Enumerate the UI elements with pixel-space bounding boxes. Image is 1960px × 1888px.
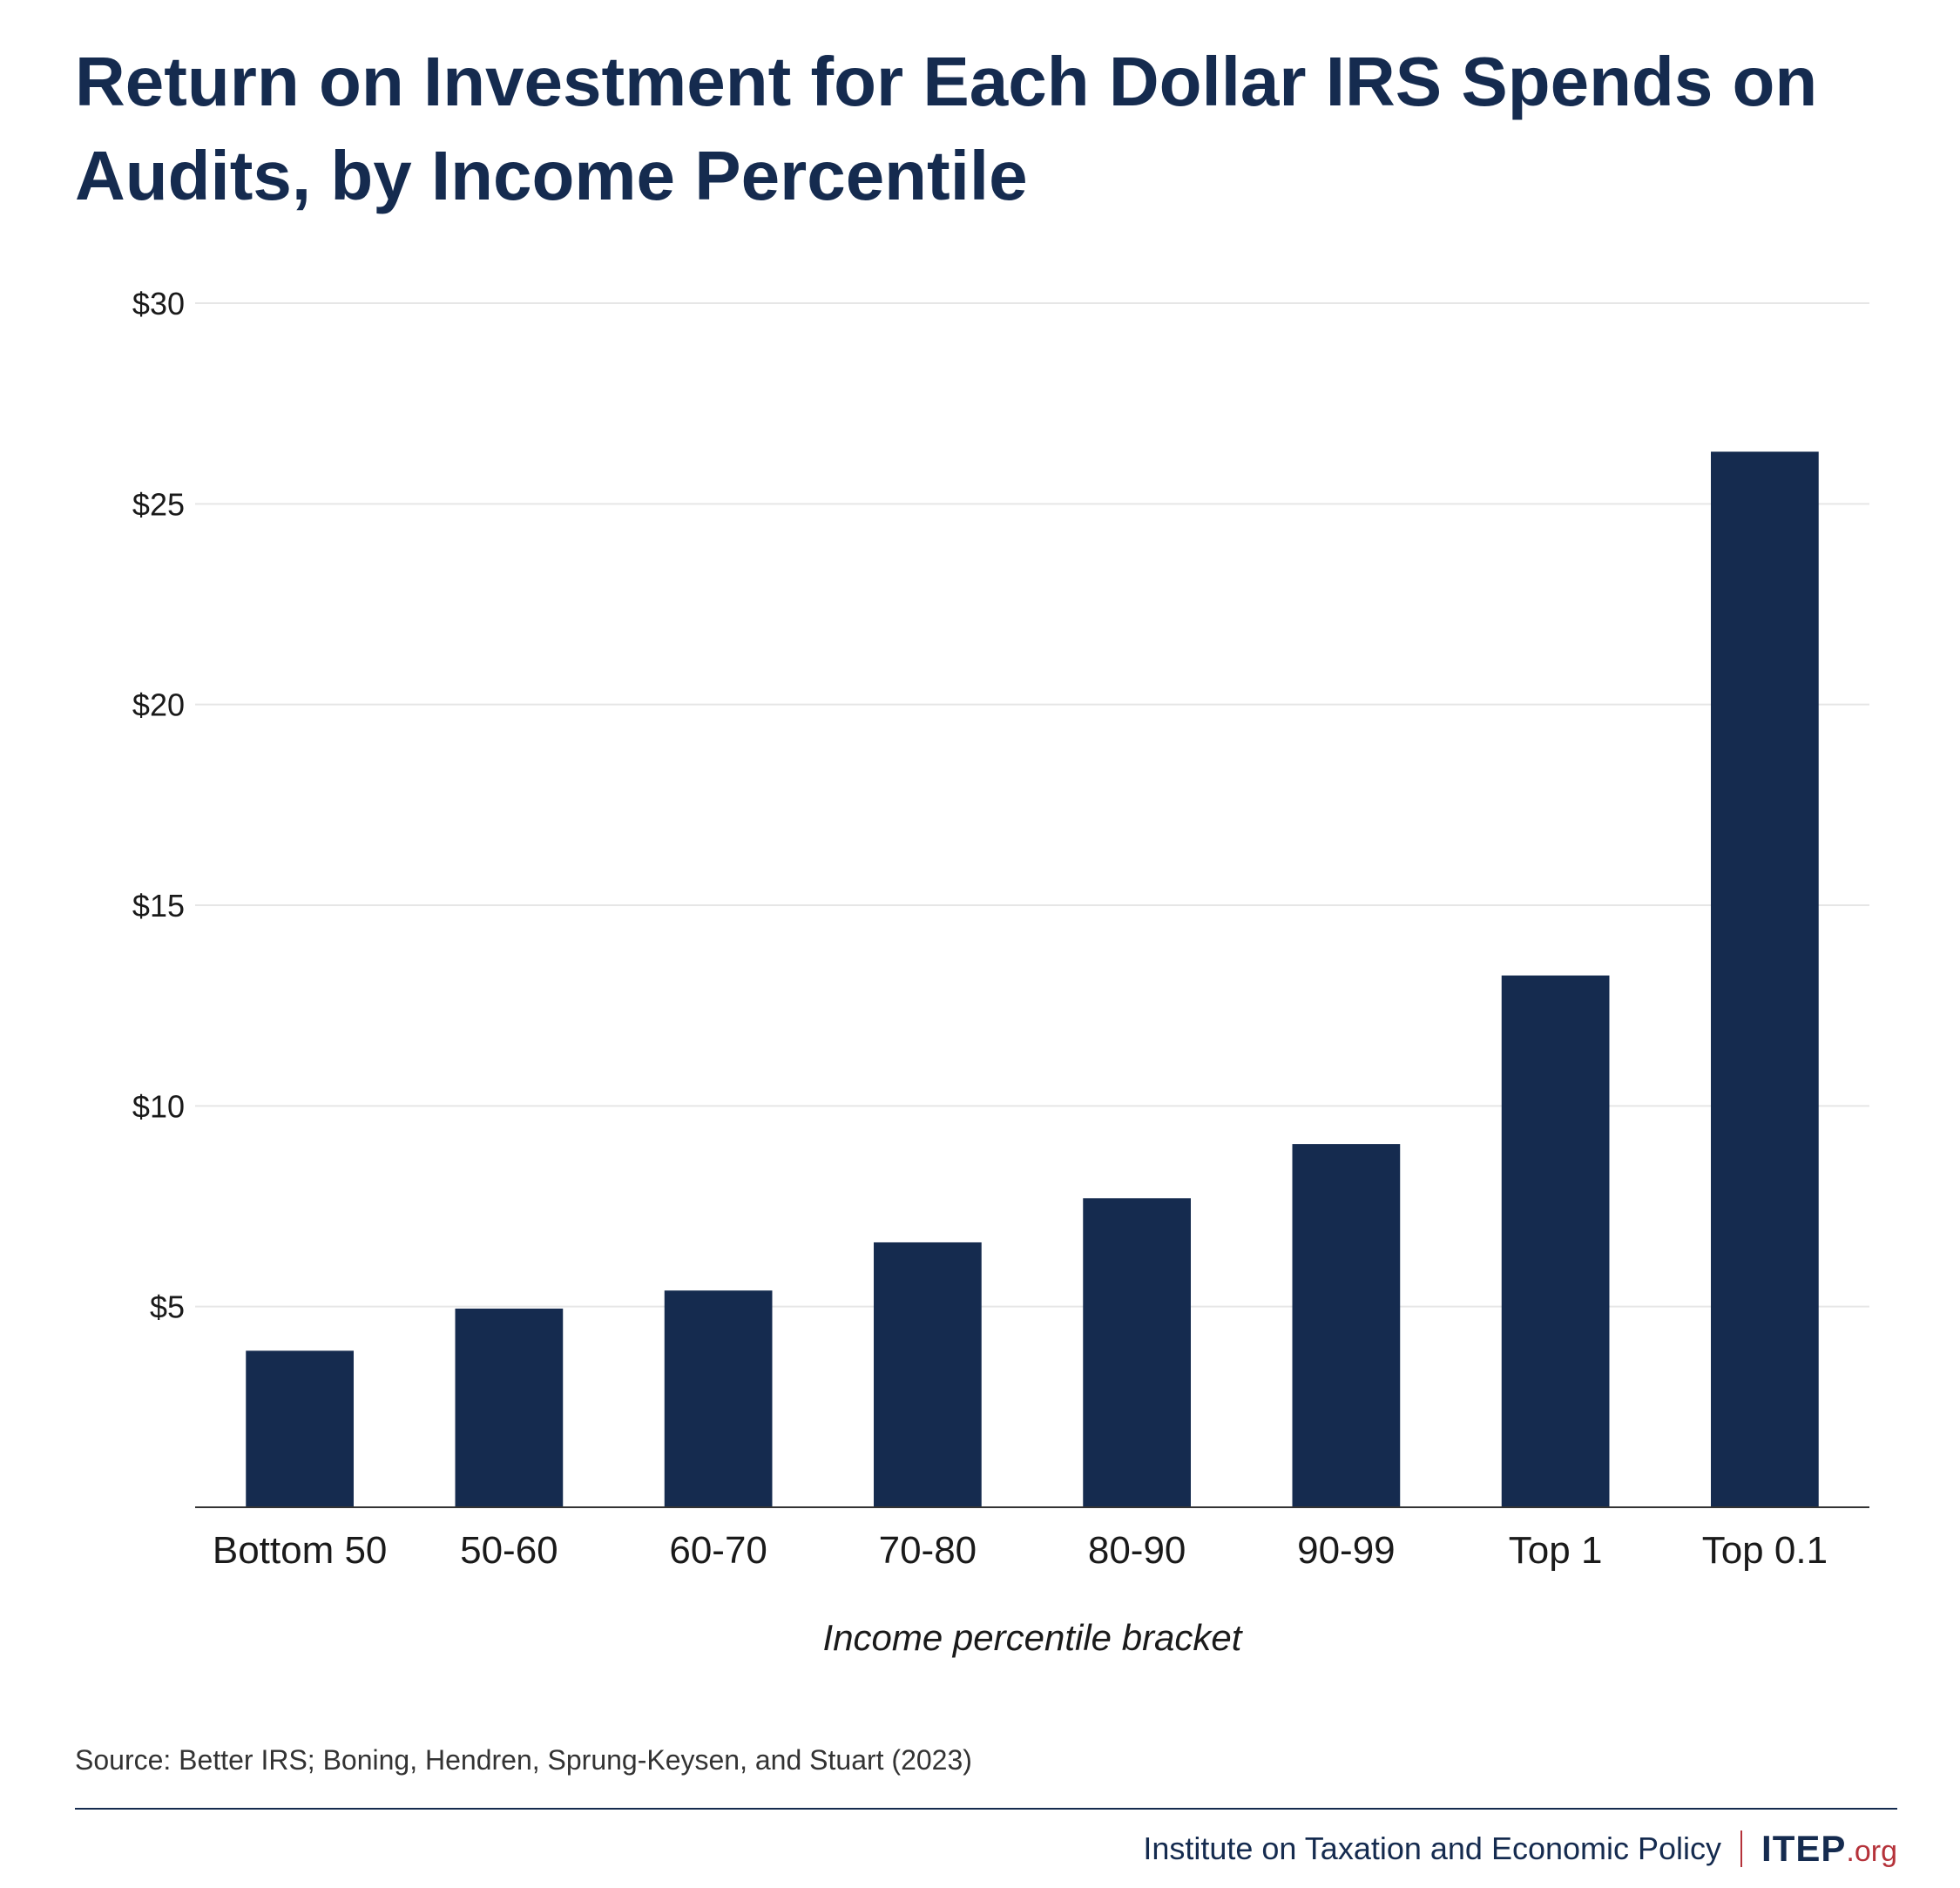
x-tick-label: 50-60 — [460, 1529, 558, 1572]
bar — [455, 1308, 564, 1507]
footer: Institute on Taxation and Economic Polic… — [1143, 1828, 1897, 1870]
organization-name: Institute on Taxation and Economic Polic… — [1143, 1830, 1722, 1866]
x-tick-label: Top 0.1 — [1702, 1529, 1828, 1572]
x-axis-tick-labels: Bottom 50 50-60 60-70 70-80 80-90 90-99 Top 1 T… — [213, 1529, 1828, 1572]
gridlines — [195, 302, 1869, 1308]
x-axis-label: Income percentile bracket — [823, 1617, 1244, 1658]
logo-suffix-text: .org — [1846, 1835, 1897, 1868]
x-tick-label: 60-70 — [669, 1529, 767, 1572]
bars — [246, 451, 1819, 1507]
itep-logo[interactable]: ITEP.org — [1761, 1828, 1897, 1870]
bar — [1501, 975, 1610, 1507]
x-tick-label: 70-80 — [879, 1529, 977, 1572]
bar — [1292, 1144, 1401, 1507]
y-tick-label: $30 — [132, 286, 185, 321]
bar — [246, 1350, 354, 1507]
bar — [664, 1290, 773, 1507]
bar — [1711, 451, 1819, 1507]
y-axis-tick-labels: $5 $10 $15 $20 $25 $30 — [132, 286, 185, 1325]
bar — [1083, 1198, 1191, 1507]
logo-main-text: ITEP — [1761, 1828, 1847, 1869]
y-tick-label: $15 — [132, 888, 185, 924]
footer-divider — [75, 1808, 1897, 1810]
x-tick-label: 90-99 — [1297, 1529, 1396, 1572]
y-tick-label: $10 — [132, 1088, 185, 1124]
x-tick-label: 80-90 — [1088, 1529, 1186, 1572]
bar-chart: $5 $10 $15 $20 $25 $30 Bottom 50 50-60 60-70 70-… — [132, 286, 1869, 1658]
footer-separator — [1740, 1830, 1743, 1867]
x-tick-label: Top 1 — [1509, 1529, 1603, 1572]
bar — [874, 1242, 982, 1507]
x-tick-label: Bottom 50 — [213, 1529, 388, 1572]
y-tick-label: $5 — [150, 1289, 185, 1325]
source-note: Source: Better IRS; Boning, Hendren, Spr… — [75, 1744, 972, 1776]
y-tick-label: $25 — [132, 486, 185, 522]
y-tick-label: $20 — [132, 687, 185, 723]
chart-title: Return on Investment for Each Dollar IRS… — [75, 43, 1818, 214]
